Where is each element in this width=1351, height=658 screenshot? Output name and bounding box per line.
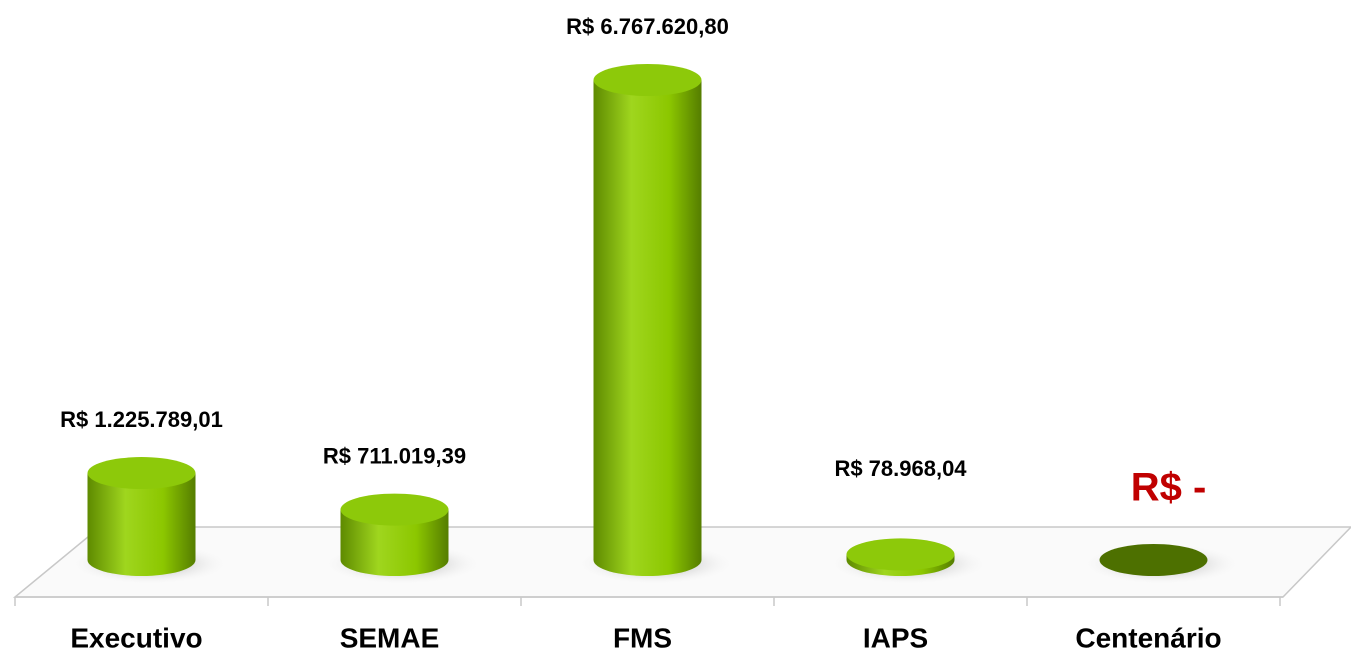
value-label: R$ 1.225.789,01 [60,407,223,432]
x-tick-label: Executivo [70,622,202,653]
x-tick-label: Centenário [1075,622,1221,653]
bar-top [87,457,196,490]
bar-bottom [87,544,196,576]
value-label: R$ 78.968,04 [834,456,967,481]
x-tick-label: SEMAE [340,622,440,653]
bar-top [593,64,702,96]
value-label: R$ - [1131,466,1207,510]
bar-bottom [340,544,449,576]
bar-top [846,538,955,571]
value-label: R$ 711.019,39 [323,443,466,468]
bar [1099,544,1208,576]
x-tick-label: IAPS [863,622,928,653]
value-label: R$ 6.767.620,80 [566,14,729,39]
x-tick-label: FMS [613,622,672,653]
bar-bottom [593,544,702,576]
bar-top [340,493,449,526]
bar [593,80,702,560]
